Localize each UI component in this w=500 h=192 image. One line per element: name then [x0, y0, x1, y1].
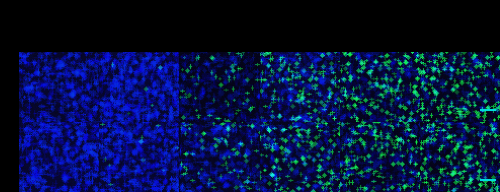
Text: Raji: Raji [4, 76, 15, 97]
Text: PDMs+US+
Pembrolizumab: PDMs+US+ Pembrolizumab [423, 16, 496, 36]
Text: Control: Control [39, 21, 80, 31]
Text: DOX+
Pembrolizumab: DOX+ Pembrolizumab [182, 16, 256, 36]
Text: DMs+US: DMs+US [276, 21, 323, 31]
Text: PDMs+US: PDMs+US [353, 21, 406, 31]
Text: DOX: DOX [128, 21, 151, 31]
Text: Jurkat: Jurkat [4, 140, 15, 174]
